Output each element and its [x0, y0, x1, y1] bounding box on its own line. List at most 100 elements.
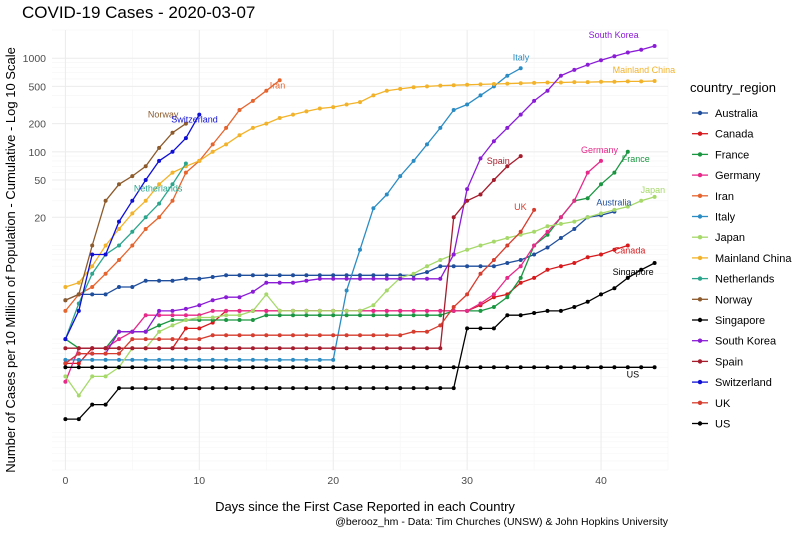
data-point — [237, 308, 242, 313]
data-point — [505, 236, 510, 240]
data-point — [558, 215, 563, 220]
data-point — [625, 243, 630, 248]
data-point — [143, 178, 148, 182]
data-point — [585, 299, 590, 304]
data-point — [291, 112, 295, 117]
data-point — [197, 158, 202, 163]
data-point — [652, 194, 657, 199]
data-point — [90, 243, 95, 248]
legend-item-australia: Australia — [692, 108, 759, 120]
data-point — [532, 80, 537, 85]
data-point — [197, 315, 202, 320]
data-point — [585, 215, 590, 220]
data-point — [197, 303, 202, 308]
data-point — [183, 386, 188, 391]
data-point — [224, 346, 229, 351]
data-point — [317, 106, 322, 111]
data-point — [90, 357, 95, 362]
data-point — [304, 273, 309, 278]
data-point — [197, 386, 202, 391]
x-tick-label: 40 — [595, 475, 607, 487]
data-point — [317, 357, 322, 362]
data-point — [425, 276, 429, 281]
data-point — [157, 357, 162, 362]
data-point — [384, 308, 389, 313]
data-point — [197, 346, 202, 351]
data-point — [90, 271, 95, 276]
data-point — [157, 215, 162, 220]
data-point — [331, 333, 336, 338]
legend-label: Canada — [715, 129, 754, 141]
data-point — [76, 357, 81, 362]
data-point — [224, 142, 229, 147]
data-point — [224, 333, 229, 338]
series-label-us: US — [627, 369, 640, 379]
data-point — [183, 365, 188, 370]
data-point — [237, 365, 242, 370]
data-point — [103, 243, 108, 248]
data-point — [264, 88, 269, 93]
series-label-japan: Japan — [641, 185, 666, 195]
data-point — [317, 308, 322, 313]
data-point — [625, 365, 630, 370]
data-point — [90, 365, 95, 370]
data-point — [639, 267, 644, 272]
legend-key-point — [697, 235, 703, 240]
data-point — [183, 357, 188, 362]
data-point — [384, 313, 389, 318]
data-point — [478, 264, 483, 269]
data-point — [250, 273, 255, 278]
data-point — [317, 333, 322, 338]
data-point — [358, 308, 362, 313]
data-point — [344, 313, 349, 318]
data-point — [532, 252, 537, 257]
data-point — [117, 219, 121, 224]
data-point — [170, 357, 175, 362]
series-line-netherlands — [64, 163, 187, 340]
data-point — [465, 247, 470, 252]
data-point — [304, 109, 309, 114]
legend-key-point — [697, 172, 703, 178]
data-point — [398, 333, 403, 338]
data-point — [264, 357, 269, 362]
data-point — [117, 351, 121, 356]
data-point — [143, 365, 148, 370]
legend-item-iran: Iran — [692, 191, 734, 203]
legend-label: Singapore — [715, 315, 765, 327]
data-point — [117, 346, 121, 351]
data-point — [465, 365, 470, 370]
data-point — [599, 292, 603, 297]
data-point — [425, 264, 429, 269]
series-label-iran: Iran — [270, 80, 286, 90]
data-point — [210, 142, 215, 147]
series-label-singapore: Singapore — [613, 267, 654, 277]
data-point — [532, 365, 537, 370]
data-point — [384, 276, 389, 281]
series-norway — [63, 121, 188, 303]
data-point — [451, 308, 456, 313]
legend-key-point — [697, 379, 703, 385]
legend-item-japan: Japan — [692, 232, 745, 244]
chart-title: COVID-19 Cases - 2020-03-07 — [22, 3, 255, 22]
data-point — [639, 198, 644, 203]
data-point — [170, 130, 175, 135]
data-point — [63, 298, 68, 303]
data-point — [143, 278, 148, 283]
data-point — [210, 298, 215, 303]
series-label-switzerland: Switzerland — [171, 115, 218, 125]
data-point — [425, 329, 429, 334]
data-point — [585, 196, 590, 201]
data-point — [170, 337, 175, 342]
data-point — [358, 386, 362, 391]
data-point — [371, 93, 376, 98]
data-point — [652, 44, 657, 48]
data-point — [117, 243, 121, 248]
data-point — [491, 326, 496, 331]
data-point — [224, 125, 229, 130]
data-point — [237, 318, 242, 322]
data-point — [398, 86, 403, 91]
data-point — [465, 264, 470, 269]
data-point — [130, 229, 135, 234]
data-point — [210, 308, 215, 313]
